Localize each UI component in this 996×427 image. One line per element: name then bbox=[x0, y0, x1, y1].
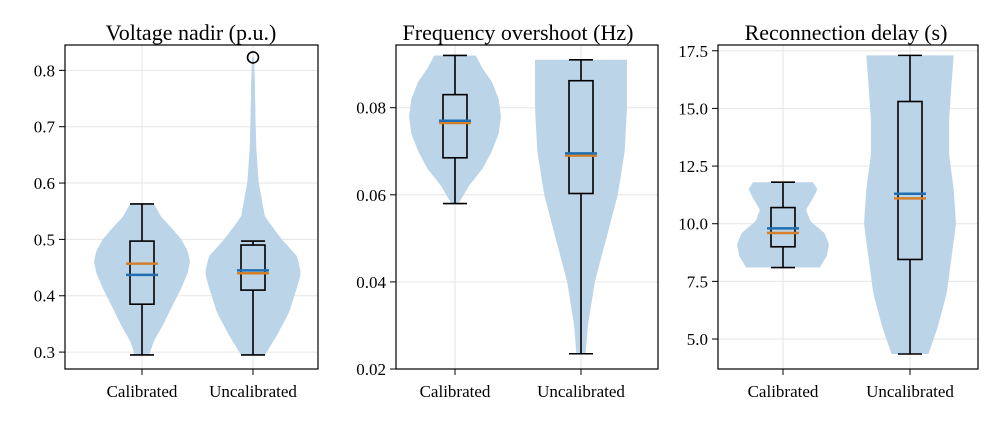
distribution-calibrated: Calibrated bbox=[737, 181, 829, 401]
chart-title: Voltage nadir (p.u.) bbox=[106, 20, 277, 45]
violin-body bbox=[409, 55, 501, 204]
violin-body bbox=[205, 57, 301, 355]
distribution-uncalibrated: Uncalibrated bbox=[535, 59, 627, 401]
y-tick-label: 12.5 bbox=[678, 157, 708, 176]
chart-title: Reconnection delay (s) bbox=[745, 20, 948, 45]
iqr-box bbox=[897, 100, 923, 261]
y-tick-label: 5.0 bbox=[687, 330, 708, 349]
chart-title: Frequency overshoot (Hz) bbox=[403, 20, 634, 45]
x-tick-label: Calibrated bbox=[420, 382, 491, 401]
y-tick-label: 0.8 bbox=[34, 61, 55, 80]
x-tick-label: Calibrated bbox=[107, 382, 178, 401]
y-tick-label: 0.04 bbox=[356, 273, 386, 292]
iqr-box bbox=[568, 79, 594, 195]
y-tick-label: 0.02 bbox=[356, 360, 386, 379]
y-tick-label: 0.4 bbox=[34, 287, 56, 306]
y-tick-label: 15.0 bbox=[678, 99, 708, 118]
axes-frame bbox=[64, 44, 319, 370]
iqr-box bbox=[442, 93, 468, 159]
x-tick-label: Calibrated bbox=[748, 382, 819, 401]
distribution-uncalibrated: Uncalibrated bbox=[864, 54, 956, 401]
iqr-box bbox=[129, 240, 155, 306]
y-tick-label: 0.7 bbox=[34, 118, 56, 137]
iqr-box bbox=[240, 244, 266, 291]
violin-body bbox=[94, 203, 190, 355]
violin-body bbox=[737, 182, 829, 268]
distribution-uncalibrated: Uncalibrated bbox=[205, 51, 301, 401]
subplot-2: Frequency overshoot (Hz) 0.02 0.04 0.06 0.08… bbox=[356, 20, 659, 401]
y-tick-label: 0.06 bbox=[356, 186, 386, 205]
x-tick-label: Uncalibrated bbox=[537, 382, 625, 401]
y-tick-label: 0.08 bbox=[356, 99, 386, 118]
distribution-calibrated: Calibrated bbox=[409, 54, 501, 401]
axes-frame bbox=[395, 44, 659, 370]
violin-body bbox=[864, 55, 956, 355]
y-tick-label: 0.6 bbox=[34, 174, 55, 193]
subplot-1: Voltage nadir (p.u.) 0.3 0.4 0.5 0.6 0.7 0.8 Ca… bbox=[34, 20, 319, 401]
y-tick-label: 17.5 bbox=[678, 42, 708, 61]
x-tick-label: Uncalibrated bbox=[209, 382, 297, 401]
distribution-calibrated: Calibrated bbox=[94, 203, 190, 401]
outlier-point bbox=[246, 51, 260, 64]
y-tick-label: 10.0 bbox=[678, 215, 708, 234]
subplot-3: Reconnection delay (s) 5.0 7.5 10.0 12.5 15.0… bbox=[678, 20, 979, 401]
x-tick-label: Uncalibrated bbox=[866, 382, 954, 401]
y-tick-label: 0.3 bbox=[34, 343, 55, 362]
y-tick-label: 7.5 bbox=[687, 272, 708, 291]
axes-frame bbox=[717, 44, 979, 370]
y-tick-label: 0.5 bbox=[34, 230, 55, 249]
